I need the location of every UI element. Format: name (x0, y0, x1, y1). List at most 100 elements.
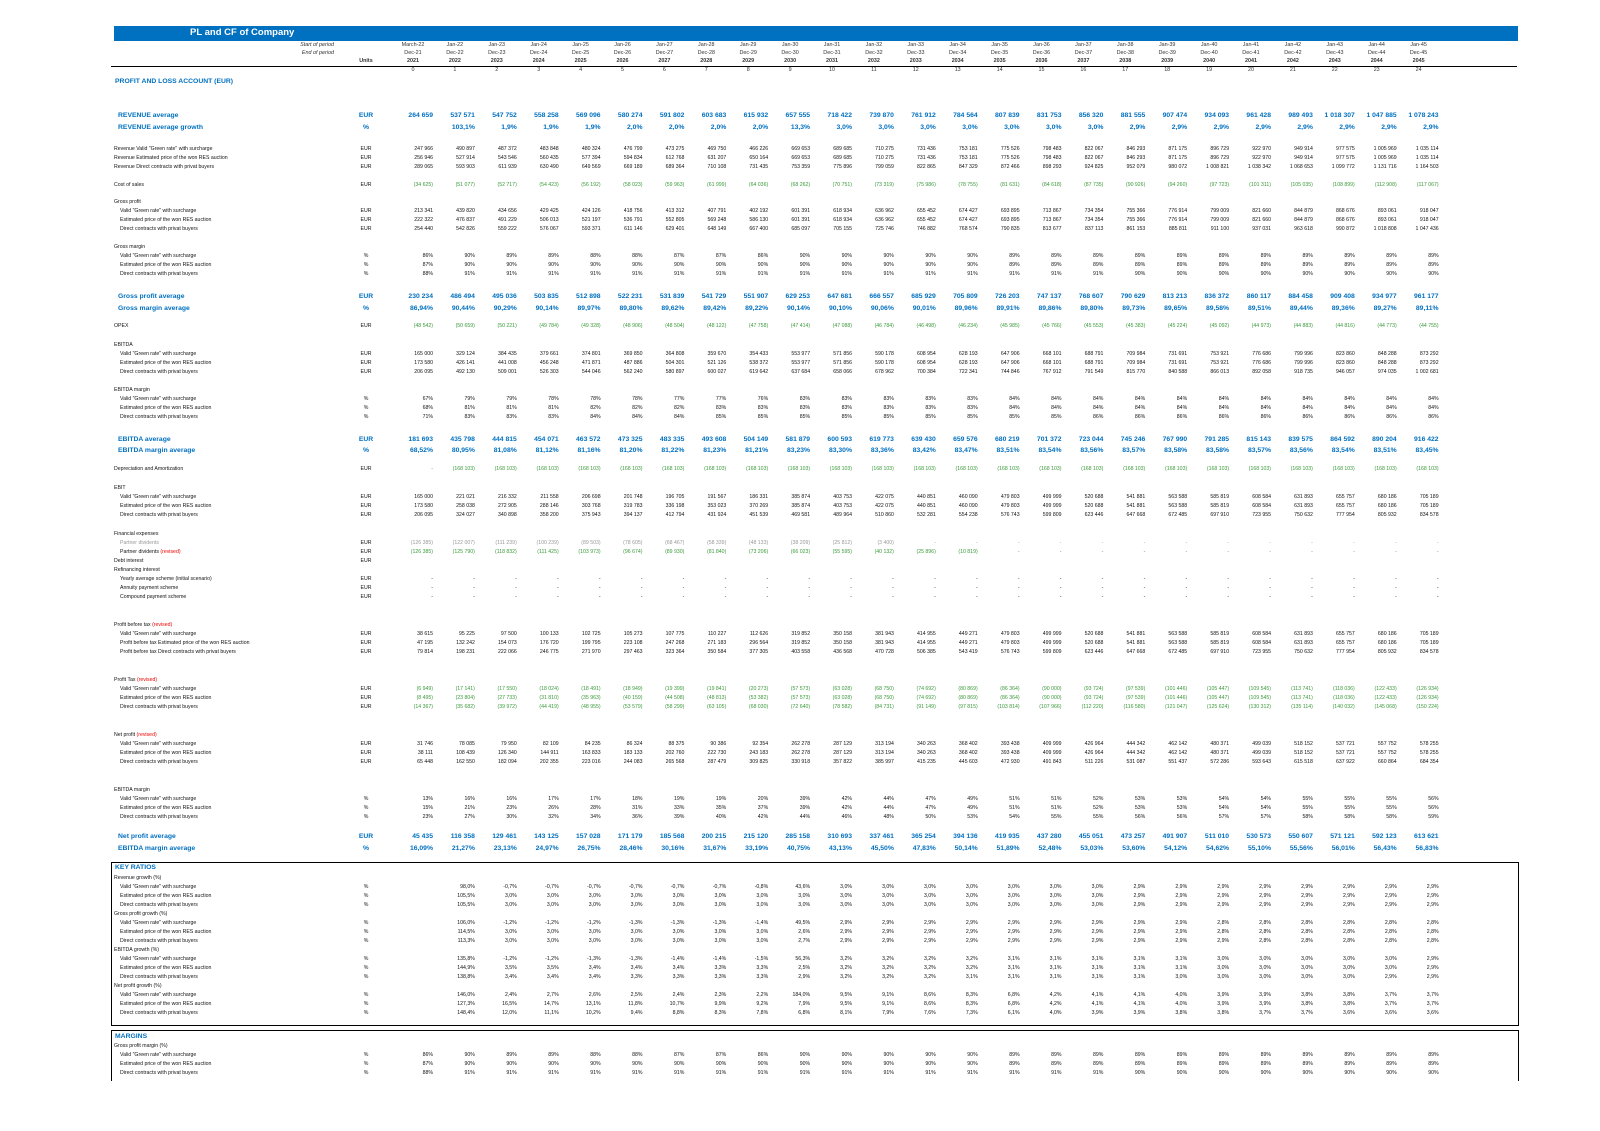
row-value: (20 273) (748, 686, 769, 692)
row-value: 580 897 (665, 369, 685, 375)
row-value: 90% (506, 262, 517, 268)
row-value: 3,0% (798, 893, 811, 899)
table-row: Direct contracts with privat buyers% 138,… (114, 973, 1518, 982)
row-value: 577 394 (581, 155, 601, 161)
row-value: 71% (422, 414, 433, 420)
row-value: 649 569 (581, 164, 601, 170)
table-row: Estimated price of the won RES auction% 1… (114, 928, 1518, 937)
row-value: 952 079 (1126, 164, 1146, 170)
row-value: 90% (1134, 271, 1146, 277)
row-value: 3,7% (1384, 992, 1397, 998)
header-cell: Dec-40 (1200, 50, 1218, 56)
row-value: 2,9% (1007, 929, 1020, 935)
row-value: 91% (715, 1070, 727, 1076)
row-value: 89% (1386, 1061, 1397, 1067)
row-value: -0,7% (712, 884, 727, 890)
row-value: - (1101, 576, 1104, 582)
header-cell: 14 (996, 67, 1003, 73)
row-value: 2,4% (672, 992, 685, 998)
row-value: 409 999 (1042, 741, 1062, 747)
row-value: 90% (841, 1052, 852, 1058)
row-value: (54 423) (539, 182, 559, 188)
row-value: 272 905 (498, 503, 517, 509)
table-row: EBIT (114, 484, 1518, 493)
row-unit: EUR (360, 494, 372, 500)
row-value: 491 843 (1042, 759, 1062, 765)
row-value: 43,13% (828, 845, 852, 852)
row-value: 3,0% (1342, 956, 1355, 962)
row-value: 8,6% (923, 992, 936, 998)
row-value: - (640, 585, 643, 591)
row-value: 685 929 (911, 293, 936, 300)
row-value: 949 914 (1294, 155, 1313, 161)
row-value: 13,3% (790, 124, 811, 131)
row-value: 91% (757, 271, 769, 277)
row-value: 3,0% (798, 902, 811, 908)
row-value: 222 322 (414, 217, 433, 223)
row-value: - (1227, 540, 1230, 546)
row-value: 28% (590, 805, 601, 811)
header-cell: Dec-28 (697, 50, 715, 56)
row-value: 885 811 (1168, 226, 1188, 232)
row-value: 2,9% (1339, 124, 1355, 131)
row-value: 89,96% (954, 305, 978, 312)
row-value: 89% (1176, 253, 1188, 259)
row-value: 3,0% (1004, 124, 1020, 131)
row-value: 84% (1176, 405, 1188, 411)
row-unit: EUR (360, 594, 372, 600)
row-value: 84% (1176, 396, 1188, 402)
row-value: (49 784) (539, 323, 559, 329)
row-value: 684 354 (1419, 759, 1439, 765)
row-value: 90% (799, 1061, 811, 1067)
row-value: 3,0% (1259, 965, 1271, 971)
row-value: - (431, 585, 433, 591)
row-label: Estimated price of the won RES auction (120, 262, 212, 268)
row-value: 776 686 (1252, 360, 1271, 366)
row-value: - (892, 594, 894, 600)
row-value: 2,8% (1217, 929, 1230, 935)
row-value: 864 592 (1330, 436, 1355, 443)
row-value: 173 580 (414, 360, 433, 366)
row-value: 23% (506, 805, 517, 811)
row-value: 569 248 (707, 217, 727, 223)
row-value: 506 013 (539, 217, 559, 223)
row-value: 7,6% (923, 1010, 936, 1016)
row-value: (111 239) (495, 540, 517, 546)
row-value: 91% (967, 1070, 978, 1076)
row-value: 91% (883, 1070, 894, 1076)
row-value: 105,5% (457, 893, 475, 899)
table-row: Direct contracts with privat buyers% 23% 2… (114, 813, 1518, 822)
row-value: - (1017, 540, 1020, 546)
row-value: 3,0% (630, 929, 643, 935)
row-value: 7,3% (965, 1010, 978, 1016)
row-value: 3,6% (1384, 1010, 1397, 1016)
row-value: 45,50% (870, 845, 894, 852)
row-value: 504 301 (665, 360, 685, 366)
row-value: 26% (548, 805, 559, 811)
header-cell: 2039 (1161, 58, 1174, 64)
row-unit: EUR (360, 549, 372, 555)
row-value: 202 760 (665, 750, 685, 756)
row-value: 89% (1093, 1052, 1104, 1058)
row-value: 54% (1260, 796, 1271, 802)
row-value: 86% (1302, 414, 1313, 420)
row-value: 934 093 (1204, 112, 1230, 119)
row-value: (53 382) (748, 695, 769, 701)
row-value: 866 013 (1210, 369, 1230, 375)
header-cell: Dec-35 (990, 50, 1009, 56)
row-value: 2,9% (1133, 920, 1146, 926)
row-value: 89,42% (703, 305, 727, 312)
row-value: 3,2% (965, 965, 978, 971)
row-value: 3,8% (1301, 992, 1313, 998)
row-value: 668 101 (1042, 360, 1062, 366)
row-value: 493 608 (701, 436, 727, 443)
row-value: 82 109 (542, 741, 559, 747)
row-value: (94 260) (1167, 182, 1188, 188)
end-label: End of period (301, 50, 334, 56)
row-value: 200 215 (701, 833, 727, 840)
table-row: Gross profit (114, 198, 1518, 207)
row-value: 90% (799, 1052, 811, 1058)
row-value: 537 721 (1336, 741, 1355, 747)
row-value: 3,0% (756, 938, 769, 944)
row-value: 3,0% (672, 938, 685, 944)
